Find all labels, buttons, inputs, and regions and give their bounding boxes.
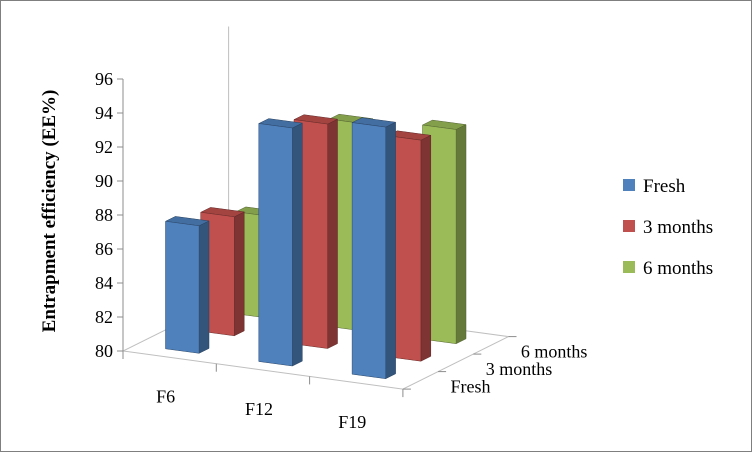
bar-fresh-f12 [257, 118, 304, 367]
y-tick-label: 82 [95, 307, 113, 327]
x-tick-label: F12 [245, 399, 273, 419]
bar-side-face [292, 122, 303, 367]
legend-label-6-months: 6 months [643, 258, 713, 279]
x-tick-label: F6 [156, 386, 175, 406]
bar-front-face [258, 123, 293, 367]
bar-side-face [385, 121, 396, 380]
bar-side-face [198, 220, 210, 354]
legend-swatch-6-months [623, 261, 635, 273]
y-tick-label: 92 [95, 137, 113, 157]
depth-tick-label: Fresh [451, 376, 491, 396]
legend-swatch-fresh [623, 179, 635, 191]
y-tick-label: 88 [95, 205, 113, 225]
bar-side-face [420, 134, 432, 362]
legend-swatch-3-months [623, 220, 635, 232]
bar-fresh-f6 [164, 216, 210, 354]
y-tick-label: 90 [95, 171, 113, 191]
y-tick-label: 80 [95, 341, 113, 361]
y-tick-label: 84 [95, 273, 113, 293]
bar-side-face [234, 211, 245, 337]
bar-front-face [351, 122, 386, 379]
legend-label-fresh: Fresh [643, 176, 686, 197]
x-tick-label: F19 [338, 412, 366, 432]
bar-side-face [327, 118, 338, 349]
y-axis-title: Entrapment efficiency (EE%) [39, 90, 60, 333]
legend-label-3-months: 3 months [643, 217, 713, 238]
legend: Fresh 3 months 6 months [623, 176, 713, 279]
depth-tick-label: 3 months [486, 359, 553, 379]
bar-front-face [165, 221, 200, 354]
bar-fresh-f19 [351, 117, 397, 380]
depth-tick-label: 6 months [521, 341, 588, 361]
y-tick-label: 94 [95, 103, 113, 123]
y-tick-label: 86 [95, 239, 113, 259]
bar-side-face [455, 124, 467, 345]
y-tick-label: 96 [95, 69, 113, 89]
bars-layer [164, 113, 467, 380]
